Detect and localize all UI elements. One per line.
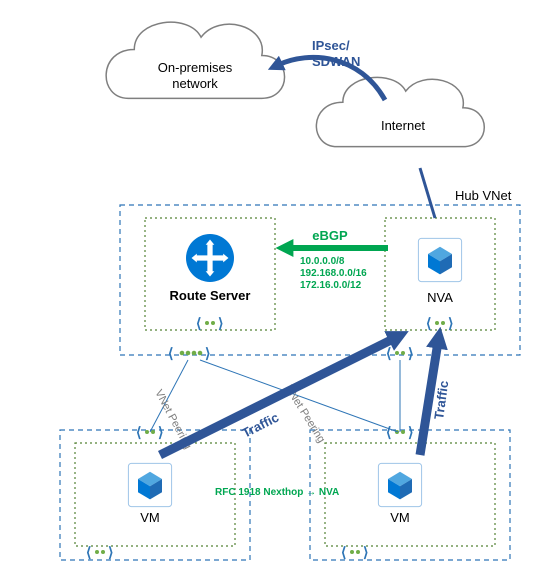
hub-peering-bracket-left: ⟨⟩ — [168, 345, 210, 361]
svg-text:⟩: ⟩ — [218, 315, 223, 331]
nva-icon — [418, 238, 461, 281]
spoke-left-bracket-icon: ⟨⟩ — [86, 544, 113, 560]
svg-text:⟨: ⟨ — [196, 315, 201, 331]
ebgp-route-2: 172.16.0.0/12 — [300, 280, 362, 291]
svg-text:⟨: ⟨ — [86, 544, 91, 560]
ebgp-route-1: 192.168.0.0/16 — [300, 268, 367, 279]
svg-text:⟩: ⟩ — [408, 345, 413, 361]
vm-left-label: VM — [140, 510, 160, 525]
rfc1918-note: RFC 1918 Nexthop → NVA — [215, 487, 339, 498]
ipsec-label-2: SDWAN — [312, 54, 360, 69]
svg-text:⟨: ⟨ — [386, 424, 391, 440]
route-server-label: Route Server — [170, 288, 251, 303]
onprem-label-1: On-premises — [158, 60, 233, 75]
svg-text:⟩: ⟩ — [108, 544, 113, 560]
ebgp-title: eBGP — [312, 228, 348, 243]
svg-text:⟩: ⟩ — [158, 424, 163, 440]
svg-text:⟨: ⟨ — [136, 424, 141, 440]
ebgp-route-0: 10.0.0.0/8 — [300, 256, 345, 267]
route-server-icon — [186, 234, 234, 282]
spoke-left-top-bracket-icon: ⟨⟩ — [136, 424, 163, 440]
route-server-bracket-icon: ⟨⟩ — [196, 315, 223, 331]
svg-text:⟨: ⟨ — [426, 315, 431, 331]
internet-label: Internet — [381, 118, 425, 133]
internet-to-nva-line — [420, 168, 435, 218]
svg-text:⟨: ⟨ — [341, 544, 346, 560]
svg-text:⟩: ⟩ — [363, 544, 368, 560]
svg-text:⟩: ⟩ — [205, 345, 210, 361]
onprem-label-2: network — [172, 76, 218, 91]
nva-label: NVA — [427, 290, 453, 305]
svg-text:⟩: ⟩ — [408, 424, 413, 440]
hub-peering-bracket-right: ⟨⟩ — [386, 345, 413, 361]
svg-text:⟩: ⟩ — [448, 315, 453, 331]
spoke-right-bracket-icon: ⟨⟩ — [341, 544, 368, 560]
vm-right-icon — [378, 463, 421, 506]
nva-bracket-icon: ⟨⟩ — [426, 315, 453, 331]
vm-right-label: VM — [390, 510, 410, 525]
cloud-internet — [316, 77, 484, 146]
vm-left-icon — [128, 463, 171, 506]
svg-text:⟨: ⟨ — [386, 345, 391, 361]
svg-text:⟨: ⟨ — [168, 345, 173, 361]
ipsec-label-1: IPsec/ — [312, 38, 350, 53]
hub-vnet-title: Hub VNet — [455, 188, 512, 203]
